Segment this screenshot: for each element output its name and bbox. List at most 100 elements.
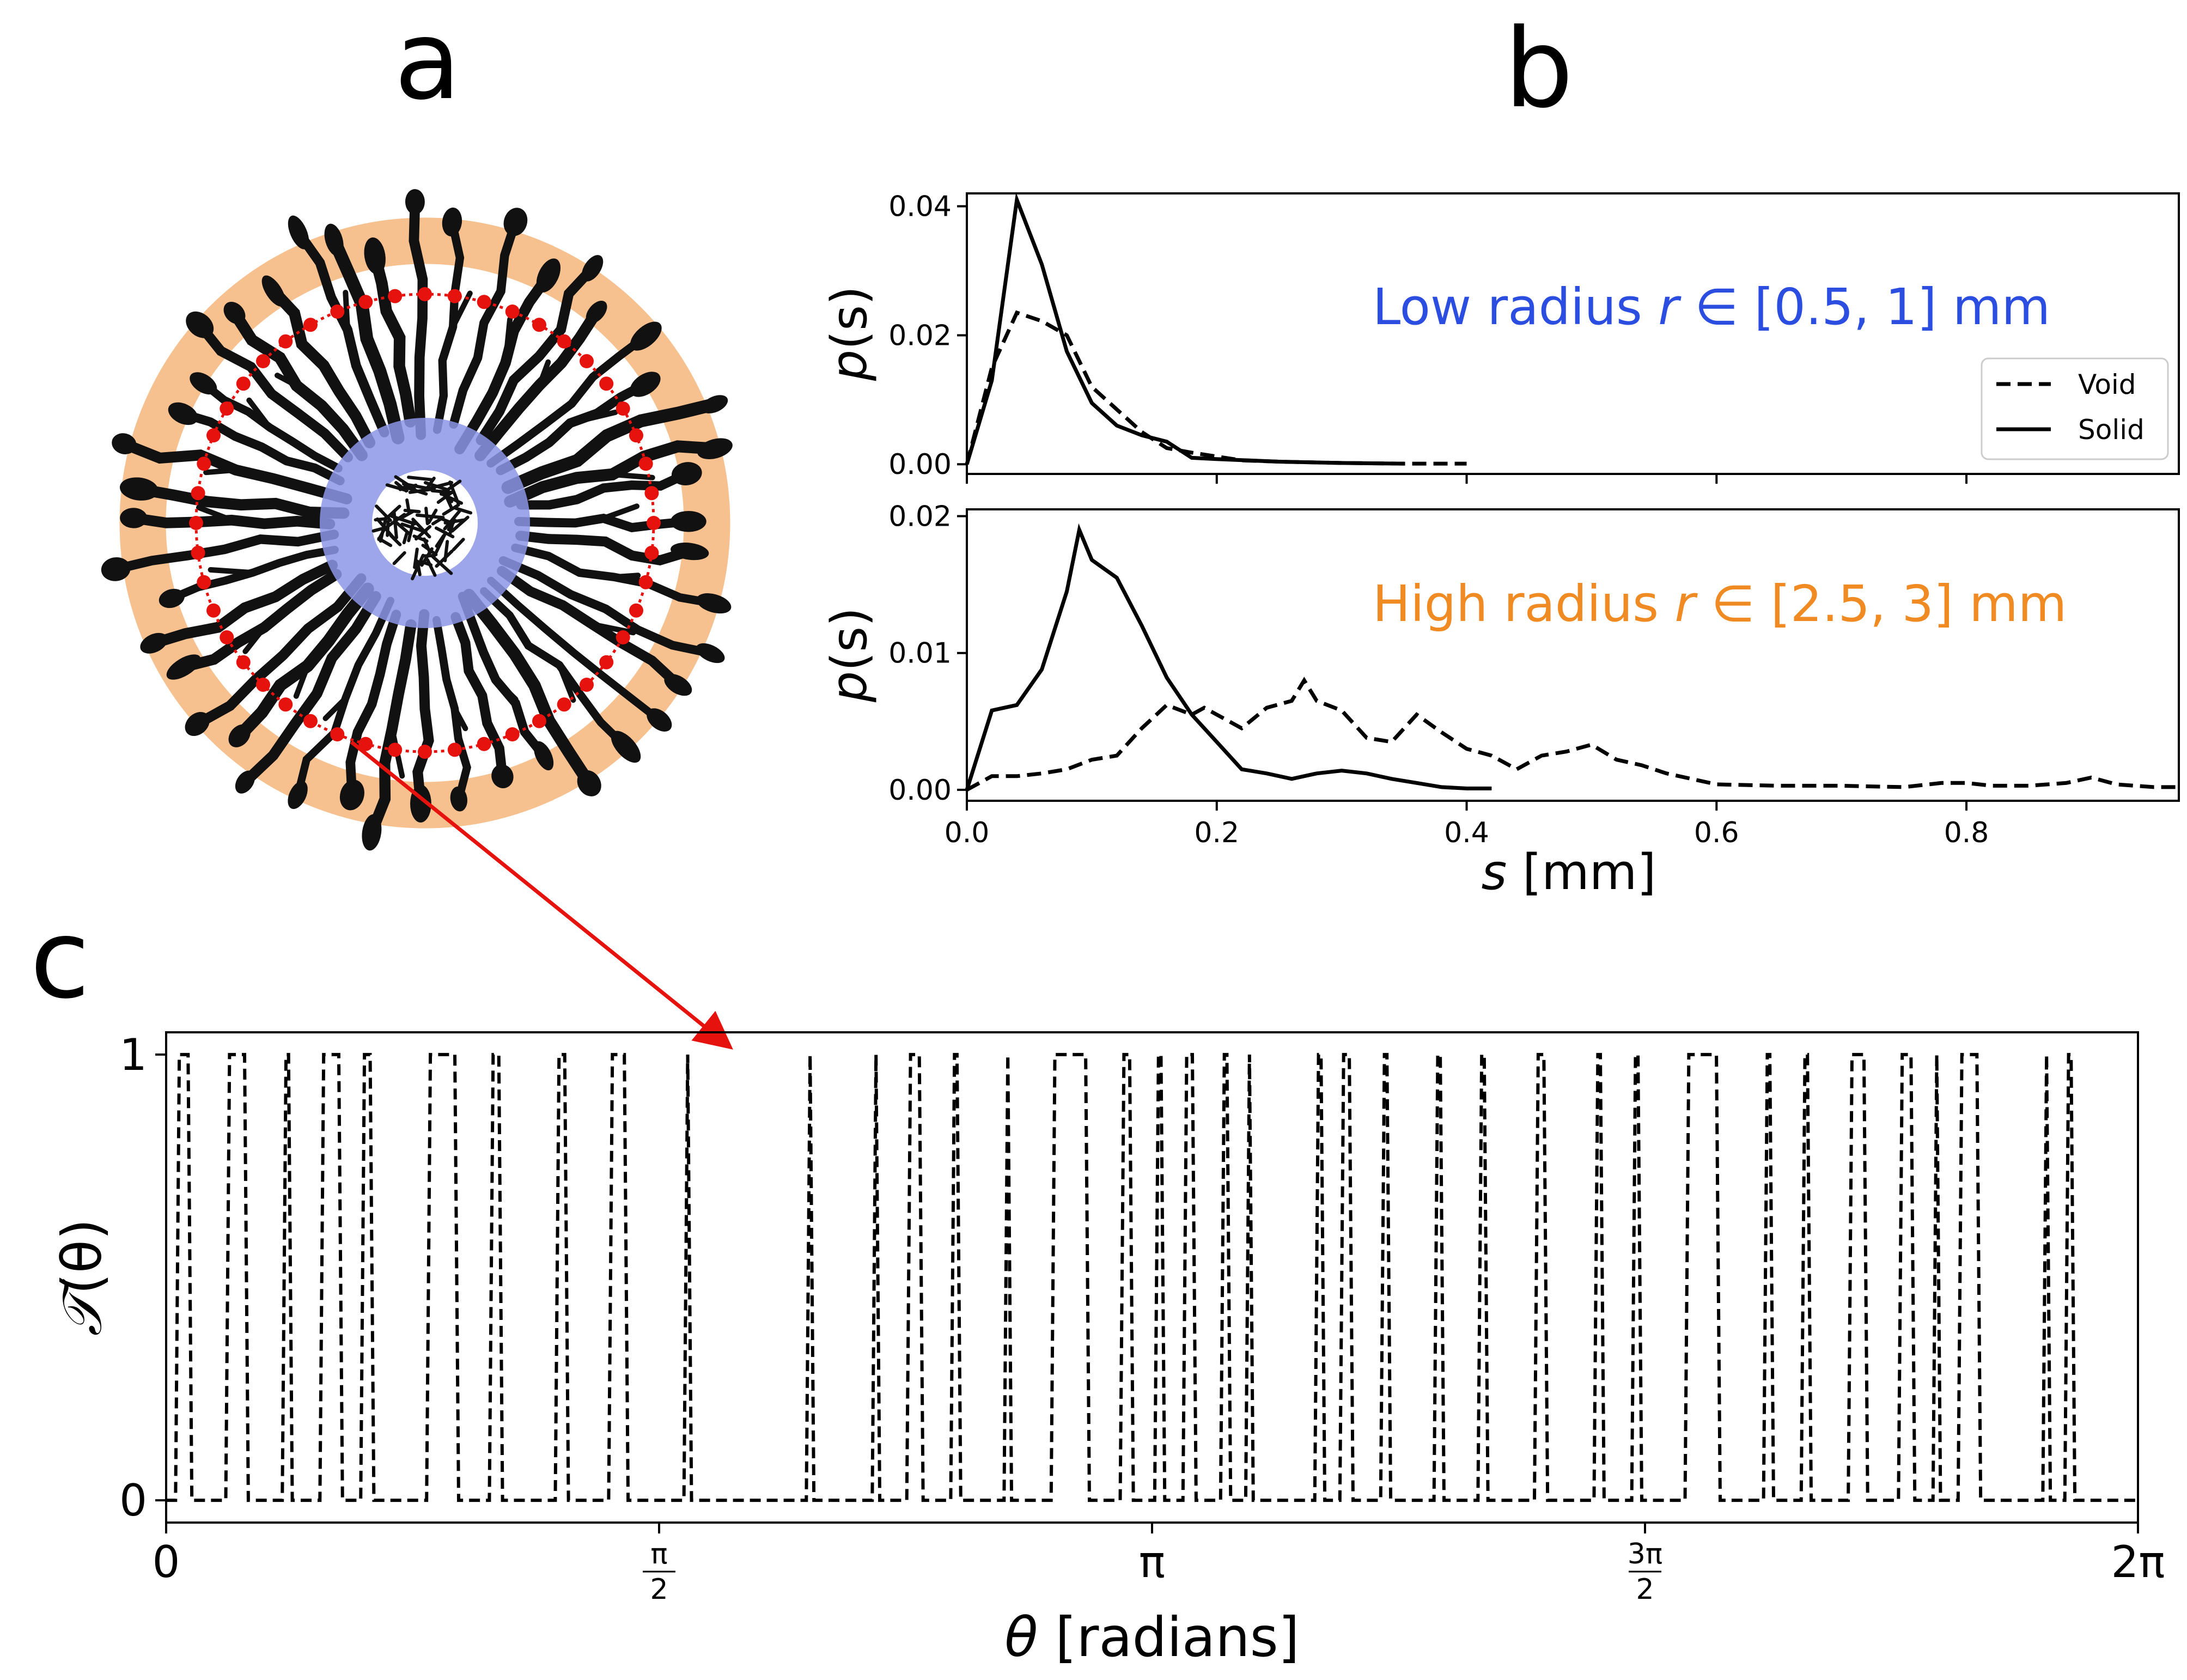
y-ticks: 0.00 0.01 0.02 [888, 501, 967, 807]
sample-point [303, 318, 318, 332]
finger-tip [166, 654, 201, 680]
low-radius-annotation: Low radius r ∈ [0.5, 1] mm [1373, 278, 2050, 336]
core-pattern [371, 475, 473, 581]
finger-tip [491, 764, 514, 789]
x-label-var: θ [1004, 1605, 1038, 1669]
panel-letter-a: a [394, 0, 461, 124]
finger-tip [186, 311, 214, 338]
y-tick-label: 0.02 [888, 501, 952, 533]
finger-tip [159, 588, 185, 608]
x-tick-label-denominator: 2 [1636, 1573, 1654, 1606]
branch-finger [516, 469, 692, 510]
finger-tip [185, 711, 210, 736]
sample-point [557, 334, 571, 349]
y-label-arg: (θ) [50, 1219, 114, 1294]
finger-tip [671, 462, 702, 486]
sample-point [447, 742, 462, 757]
annotation-var: r [1658, 278, 1682, 336]
sample-point [278, 697, 293, 712]
finger-branch [567, 409, 618, 426]
sample-point [629, 428, 643, 443]
y-label-arg: (s) [821, 286, 878, 350]
annotation-range: ∈ [0.5, 1] mm [1679, 278, 2050, 336]
finger-tip [362, 814, 382, 851]
core-squiggle [375, 504, 392, 522]
core-squiggle [431, 555, 453, 575]
sample-point [220, 401, 234, 416]
finger-tip [647, 708, 672, 732]
finger-branch [208, 567, 256, 576]
sample-point [477, 736, 491, 751]
finger-branch [343, 290, 351, 333]
sample-point [557, 697, 571, 712]
y-tick-label: 0.04 [888, 191, 952, 223]
branch-finger [486, 332, 650, 468]
finger-tip [120, 508, 148, 528]
x-tick-label: 0.6 [1694, 817, 1739, 849]
y-tick-label: 0 [119, 1475, 147, 1526]
core-squiggle [402, 530, 409, 545]
sample-point [330, 305, 345, 319]
finger-tip [119, 477, 159, 501]
finger-branch [537, 359, 551, 388]
sample-point [191, 486, 205, 501]
panel-letter-b: b [1504, 5, 1574, 132]
sample-point [505, 727, 520, 741]
sample-point [447, 289, 462, 303]
x-axis-label: θ [radians] [1004, 1605, 1299, 1669]
x-label-unit: [mm] [1507, 844, 1656, 901]
core-squiggle [440, 492, 464, 505]
x-ticks [966, 474, 1968, 484]
finger-tip [261, 275, 285, 307]
branch-finger [412, 609, 434, 809]
plot-frame [966, 192, 2180, 475]
core-squiggle [434, 526, 455, 539]
x-tick-label: 0.8 [1944, 817, 1989, 849]
branch-finger [498, 556, 715, 658]
finger-tip [611, 731, 641, 763]
finger-tip [101, 557, 131, 581]
branch-finger [345, 610, 401, 800]
finger-branch [246, 397, 273, 430]
sample-point [206, 603, 221, 618]
sample-point [580, 354, 594, 368]
finger-tip [534, 741, 554, 771]
finger-tip [190, 372, 217, 395]
x-tick-label-numerator: 3π [1628, 1538, 1662, 1571]
core-squiggle [385, 483, 409, 492]
core-squiggle [377, 527, 386, 541]
sample-point [358, 295, 373, 309]
core-squiggle [425, 481, 454, 491]
sample-point [532, 714, 546, 728]
core-squiggle [407, 476, 434, 482]
finger-tip [339, 780, 364, 811]
sample-point [599, 655, 614, 669]
sample-point [644, 486, 659, 501]
branch-finger [178, 409, 345, 485]
x-tick-label: 0 [153, 1537, 180, 1587]
y-ticks: 01 [119, 1030, 166, 1526]
sample-point [256, 678, 270, 692]
sample-point [358, 736, 373, 751]
y-label-var: p [821, 671, 878, 703]
core-squiggle [403, 509, 421, 514]
y-tick-label: 1 [119, 1030, 147, 1080]
y-tick-label: 0.02 [888, 319, 952, 352]
sample-point [599, 376, 614, 391]
core-squiggle [389, 533, 402, 546]
sample-point [638, 575, 653, 589]
branch-finger [409, 197, 428, 440]
sample-point [629, 603, 643, 618]
annotation-var: r [1674, 575, 1698, 633]
x-label-var: s [1481, 844, 1507, 901]
finger-tip [112, 433, 137, 454]
core-squiggle [395, 521, 412, 536]
core-squiggle [390, 514, 417, 526]
sample-point [220, 630, 234, 644]
finger-tip [670, 510, 706, 532]
annotation-range: ∈ [2.5, 3] mm [1695, 575, 2067, 633]
sample-point [256, 354, 270, 368]
branch-finger [192, 573, 367, 729]
y-axis-label: 𝒯(θ) [50, 1219, 114, 1336]
sample-point [388, 742, 403, 757]
